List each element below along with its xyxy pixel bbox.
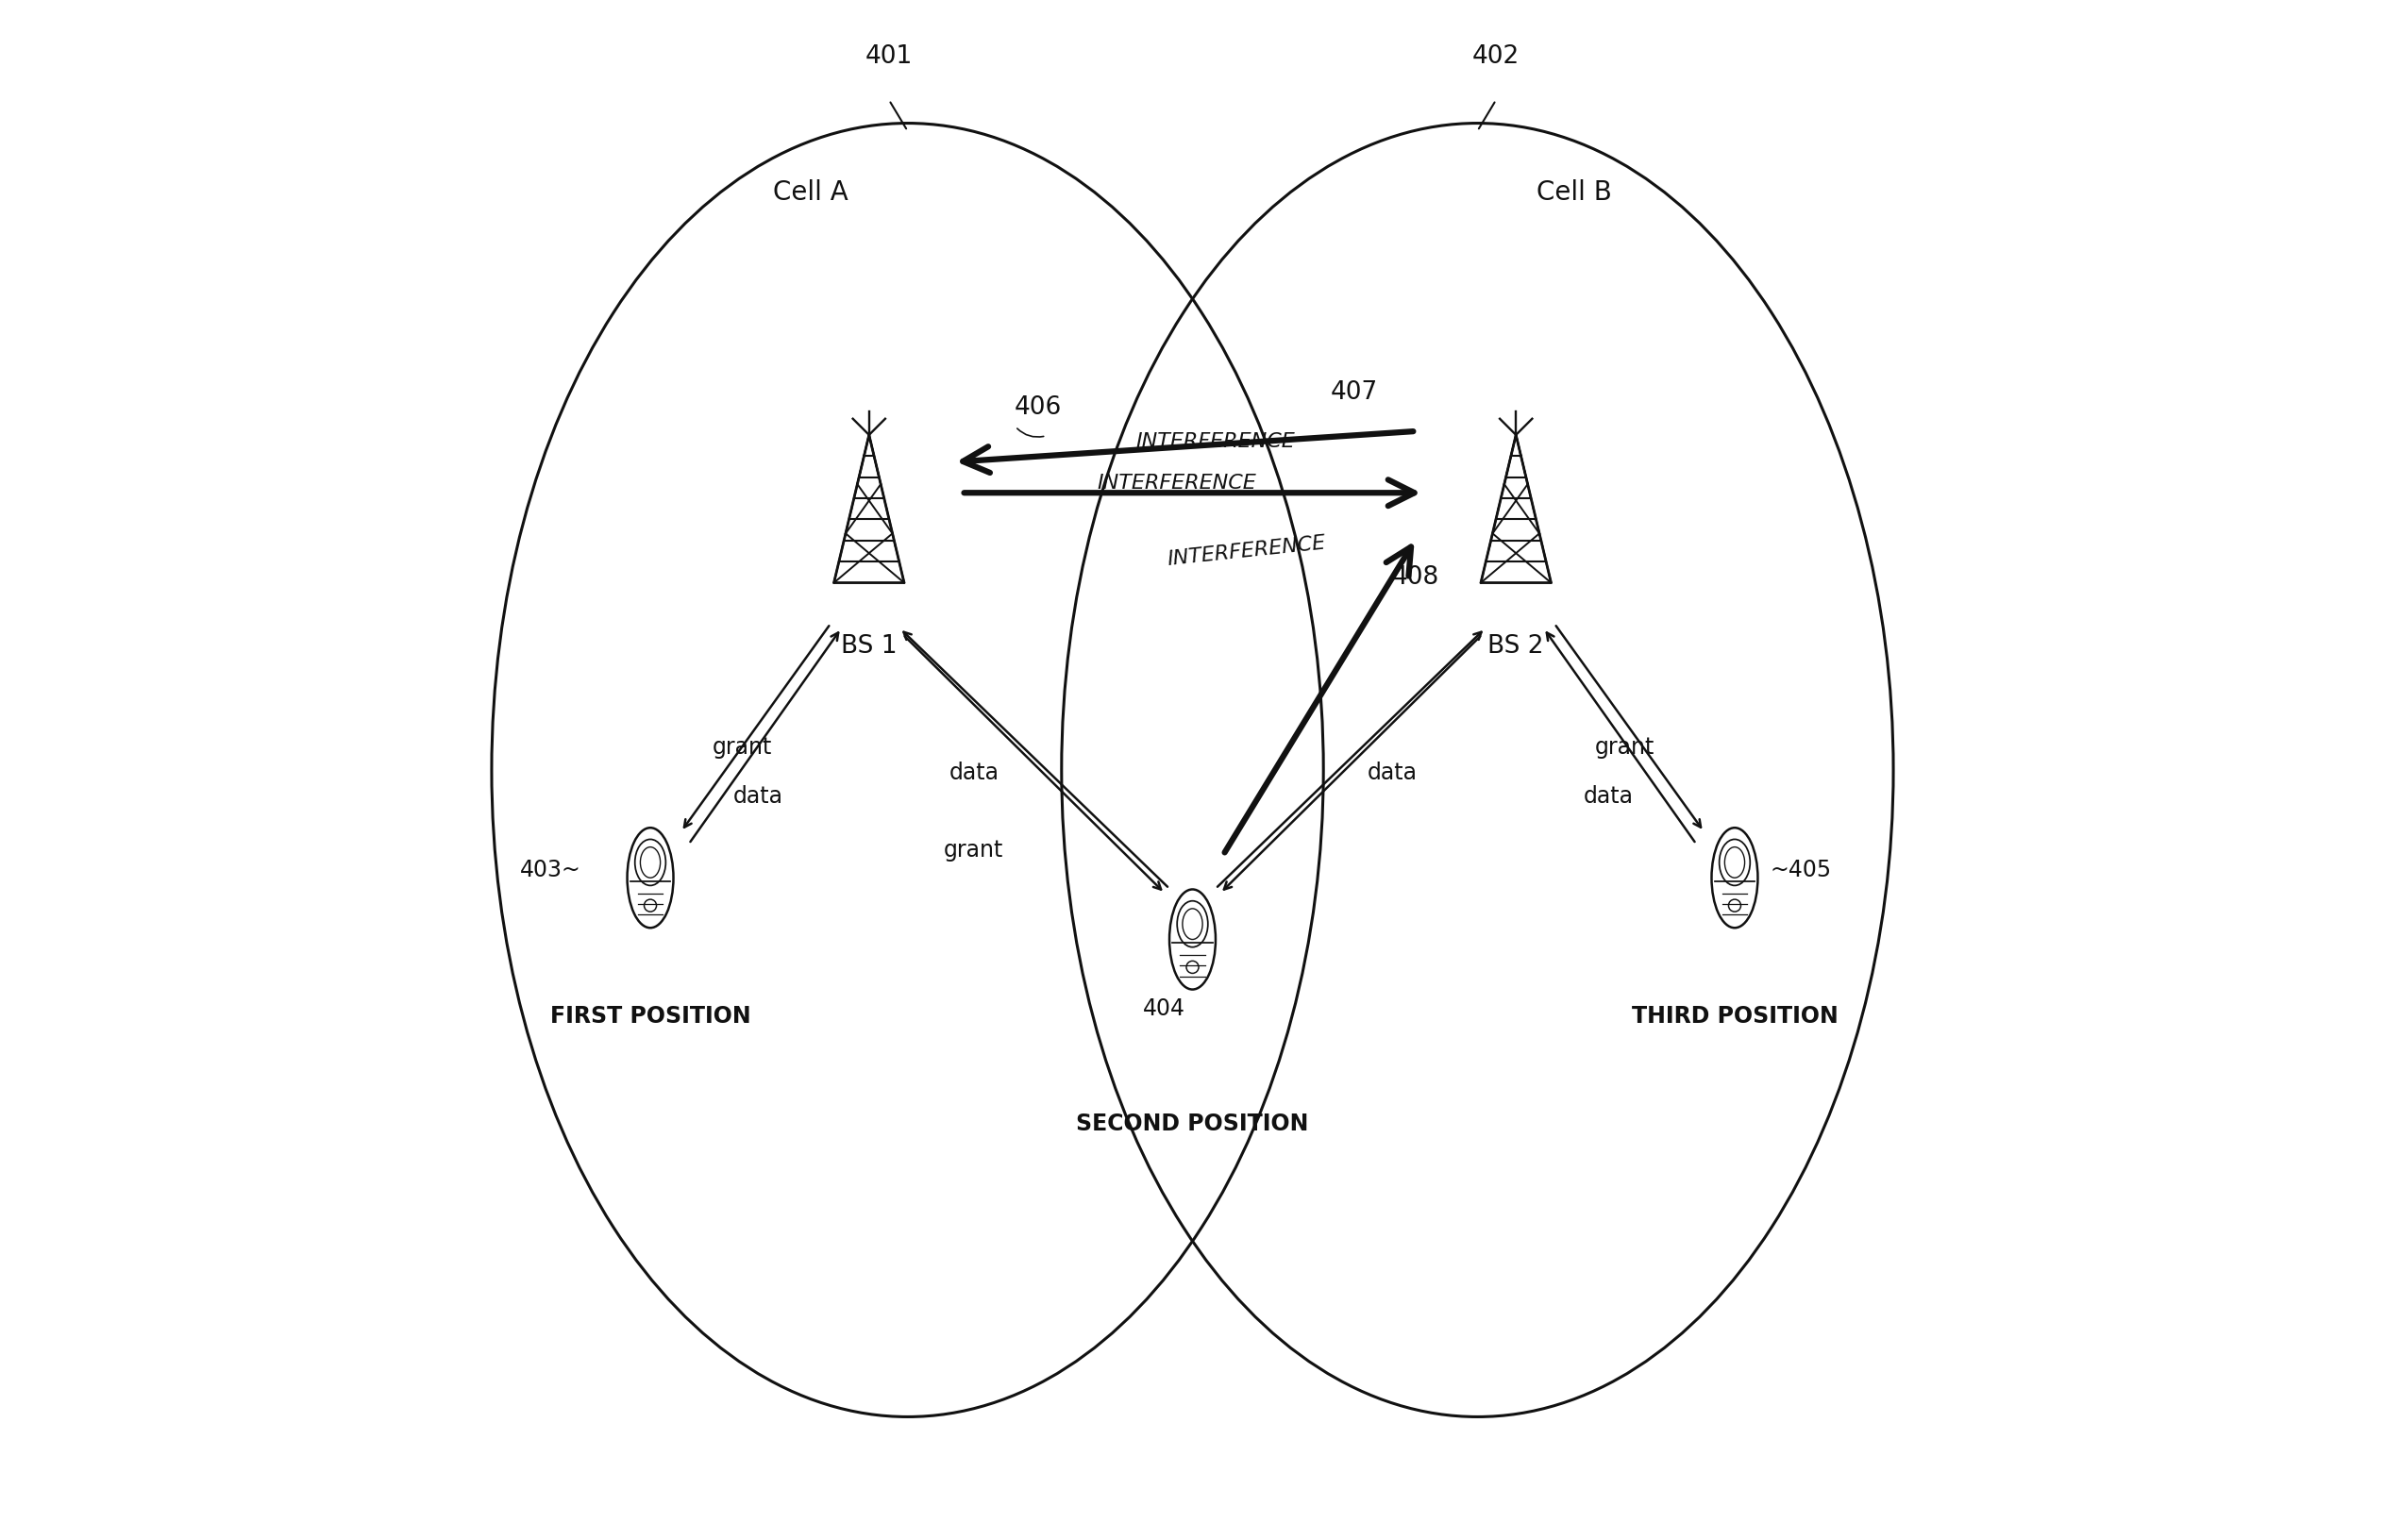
Text: Cell B: Cell B [1536,179,1612,206]
Text: 408: 408 [1393,565,1441,590]
Text: FIRST POSITION: FIRST POSITION [551,1006,751,1027]
Text: data: data [735,785,785,807]
Text: INTERFERENCE: INTERFERENCE [1135,433,1295,451]
Text: 404: 404 [1142,998,1185,1019]
Text: BS 1: BS 1 [842,634,897,659]
Text: grant: grant [713,736,773,758]
Text: SECOND POSITION: SECOND POSITION [1076,1113,1309,1135]
Text: INTERFERENCE: INTERFERENCE [1097,474,1257,493]
Text: data: data [949,762,999,784]
Text: INTERFERENCE: INTERFERENCE [1166,534,1326,568]
Text: 406: 406 [1014,396,1061,420]
Ellipse shape [1169,890,1216,989]
Text: 401: 401 [866,45,913,69]
Text: Cell A: Cell A [773,179,849,206]
Ellipse shape [1712,829,1758,927]
Text: 407: 407 [1331,380,1379,405]
Text: THIRD POSITION: THIRD POSITION [1631,1006,1839,1027]
Text: BS 2: BS 2 [1488,634,1543,659]
Text: 403~: 403~ [520,859,582,881]
Text: grant: grant [1596,736,1655,758]
Text: grant: grant [944,839,1004,861]
Text: data: data [1367,762,1417,784]
Text: 402: 402 [1472,45,1519,69]
Text: data: data [1584,785,1634,807]
Text: ~405: ~405 [1770,859,1832,881]
Ellipse shape [627,829,673,927]
